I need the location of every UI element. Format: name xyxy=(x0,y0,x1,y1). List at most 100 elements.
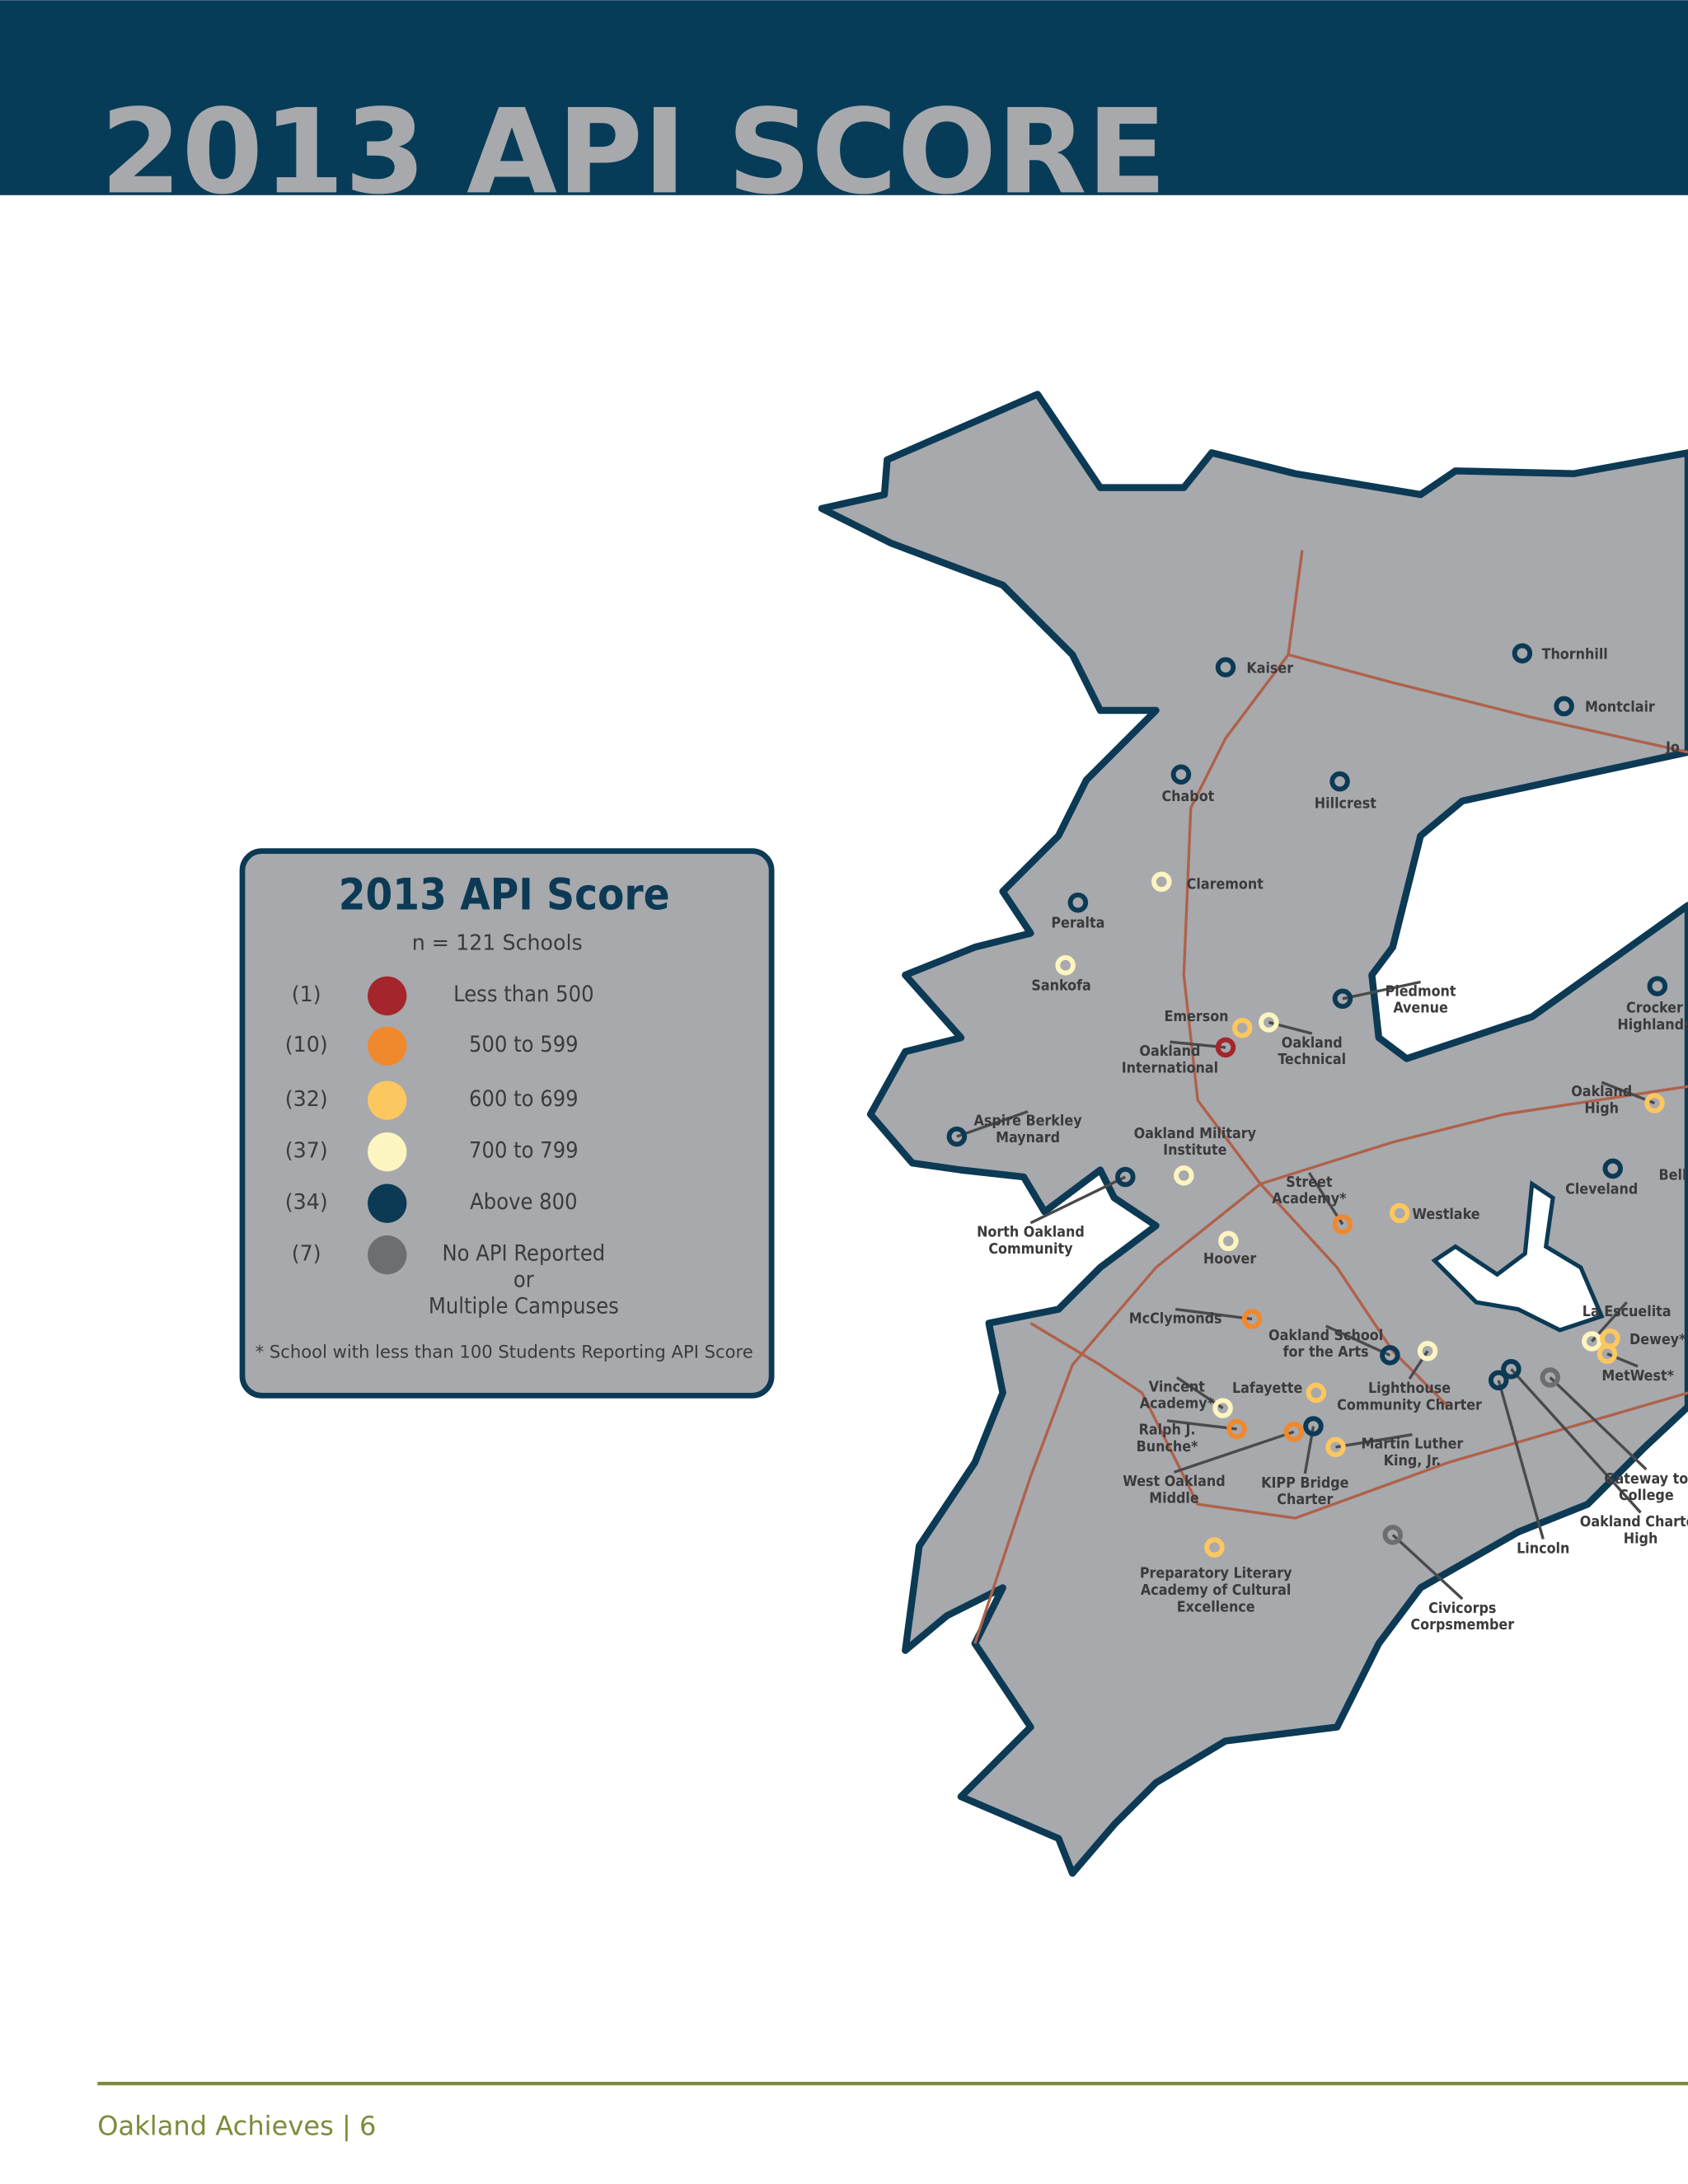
school-label-line: Street xyxy=(1286,1174,1333,1191)
legend-label-line: 500 to 599 xyxy=(469,1032,579,1057)
legend-swatch xyxy=(368,1080,407,1120)
school-marker xyxy=(1540,1367,1560,1388)
leader-line xyxy=(1307,1172,1344,1226)
school-label-line: Oakland Military xyxy=(1134,1126,1257,1142)
school-label: Civicorps Corpsmember xyxy=(1410,1601,1514,1633)
school-marker xyxy=(1329,771,1350,792)
school-label: Dewey* xyxy=(1629,1332,1686,1348)
school-marker xyxy=(1501,1359,1522,1380)
school-label: Hoover xyxy=(1203,1251,1257,1268)
school-marker xyxy=(1259,1012,1279,1033)
school-marker xyxy=(1241,1309,1263,1329)
school-label-line: West Oakland xyxy=(1123,1474,1225,1490)
school-label-line: Community Charter xyxy=(1337,1397,1482,1413)
school-label-line: Academy* xyxy=(1140,1396,1215,1413)
school-marker xyxy=(1174,1165,1194,1186)
school-label-line: for the Arts xyxy=(1283,1344,1369,1361)
school-label-line: Avenue xyxy=(1393,1001,1448,1017)
school-label-line: Middle xyxy=(1149,1490,1199,1507)
leader-line xyxy=(1325,1324,1391,1357)
school-label: Ralph J. Bunche* xyxy=(1137,1422,1199,1455)
school-label-line: Highlands xyxy=(1617,1017,1688,1033)
school-label: Preparatory Literary Academy of Cultural E… xyxy=(1140,1566,1292,1616)
school-label-line: Aspire Berkley xyxy=(973,1113,1082,1130)
school-label-line: Maynard xyxy=(996,1130,1060,1146)
school-marker xyxy=(1170,764,1192,785)
school-marker xyxy=(1151,871,1172,893)
school-label: West Oakland Middle xyxy=(1123,1474,1225,1507)
legend-label: Less than 500 xyxy=(453,982,593,1007)
school-marker xyxy=(1389,1202,1410,1224)
leader-line xyxy=(1166,1419,1237,1431)
school-label: KIPP Bridge Charter xyxy=(1261,1475,1349,1508)
leader-line xyxy=(1342,980,1421,1001)
school-label-line: Lincoln xyxy=(1517,1540,1569,1557)
footer-text: Oakland Achieves | 6 xyxy=(97,2111,376,2142)
school-label-line: College xyxy=(1619,1488,1674,1504)
school-marker xyxy=(1325,1436,1346,1458)
school-marker xyxy=(1226,1418,1247,1440)
leader-line xyxy=(1549,1376,1648,1471)
legend-label-line: or xyxy=(513,1268,534,1293)
school-marker xyxy=(1306,1382,1327,1404)
legend-label: No API Reported or Multiple Campuses xyxy=(429,1240,619,1319)
legend-count: (37) xyxy=(285,1137,328,1162)
school-label-line: Oakland School xyxy=(1268,1328,1383,1344)
school-label: Kaiser xyxy=(1246,660,1293,677)
school-label-line: Excellence xyxy=(1177,1599,1255,1615)
school-label-line: Montclair xyxy=(1585,700,1655,716)
school-label: Chabot xyxy=(1161,789,1214,805)
school-label-line: King, Jr. xyxy=(1384,1453,1442,1469)
school-label-line: Academy* xyxy=(1272,1191,1347,1207)
leader-line xyxy=(1510,1368,1642,1514)
school-label-line: Institute xyxy=(1163,1142,1227,1159)
school-marker xyxy=(1382,1525,1404,1545)
leader-line xyxy=(1175,1307,1253,1321)
school-label-line: Charter xyxy=(1277,1492,1333,1508)
school-label-line: Claremont xyxy=(1187,876,1264,893)
school-label-line: Hillcrest xyxy=(1315,795,1376,812)
freeways xyxy=(973,550,1688,1644)
school-label-line: Lafayette xyxy=(1232,1380,1303,1397)
legend-count: (34) xyxy=(285,1189,328,1214)
school-marker xyxy=(1554,696,1574,717)
school-label: Lighthouse Community Charter xyxy=(1337,1380,1482,1413)
school-marker xyxy=(1218,1230,1239,1252)
legend-label-line: 700 to 799 xyxy=(469,1137,579,1163)
school-label: Thornhill xyxy=(1542,646,1608,663)
school-marker xyxy=(946,1126,968,1147)
leader-line xyxy=(956,1110,1029,1138)
school-label: Sankofa xyxy=(1031,978,1090,995)
school-marker xyxy=(1488,1370,1509,1391)
school-markers: Kaiser Thornhill Montclair Chabot Hillcrest C… xyxy=(946,643,1688,1633)
school-label: Peralta xyxy=(1051,916,1104,932)
legend-title: 2013 API Score xyxy=(339,870,670,921)
school-marker xyxy=(1215,1037,1236,1058)
legend-count: (1) xyxy=(292,982,321,1006)
school-label: McClymonds xyxy=(1129,1311,1222,1328)
legend-swatch xyxy=(368,976,407,1016)
school-label-line: La Escuelita xyxy=(1582,1304,1672,1320)
school-label: Oakland CharterHigh xyxy=(1580,1514,1688,1547)
school-label-line: Academy of Cultural xyxy=(1141,1582,1291,1599)
legend-label: 600 to 699 xyxy=(469,1086,579,1112)
school-label-line: Martin Luther xyxy=(1362,1436,1464,1453)
school-label-line: Dewey* xyxy=(1629,1332,1686,1348)
school-label-line: Kaiser xyxy=(1246,660,1293,677)
school-label-line: Cleveland xyxy=(1565,1181,1638,1197)
legend-label-line: Less than 500 xyxy=(453,982,593,1007)
school-label-line: Emerson xyxy=(1164,1009,1228,1025)
school-marker xyxy=(1204,1537,1225,1558)
legend-label: 500 to 599 xyxy=(469,1032,579,1057)
school-label: Emerson xyxy=(1164,1009,1228,1025)
school-label-line: Preparatory Literary xyxy=(1140,1566,1292,1582)
school-label-line: Oakland xyxy=(1139,1043,1200,1060)
school-label: Lincoln xyxy=(1517,1540,1569,1557)
school-marker xyxy=(1512,643,1533,663)
legend-label-line: 600 to 699 xyxy=(469,1086,579,1112)
page-title: 2013 API SCORE xyxy=(101,84,1167,220)
school-marker xyxy=(1647,976,1668,996)
school-label-line: KIPP Bridge xyxy=(1261,1475,1349,1492)
school-marker xyxy=(1215,657,1236,677)
